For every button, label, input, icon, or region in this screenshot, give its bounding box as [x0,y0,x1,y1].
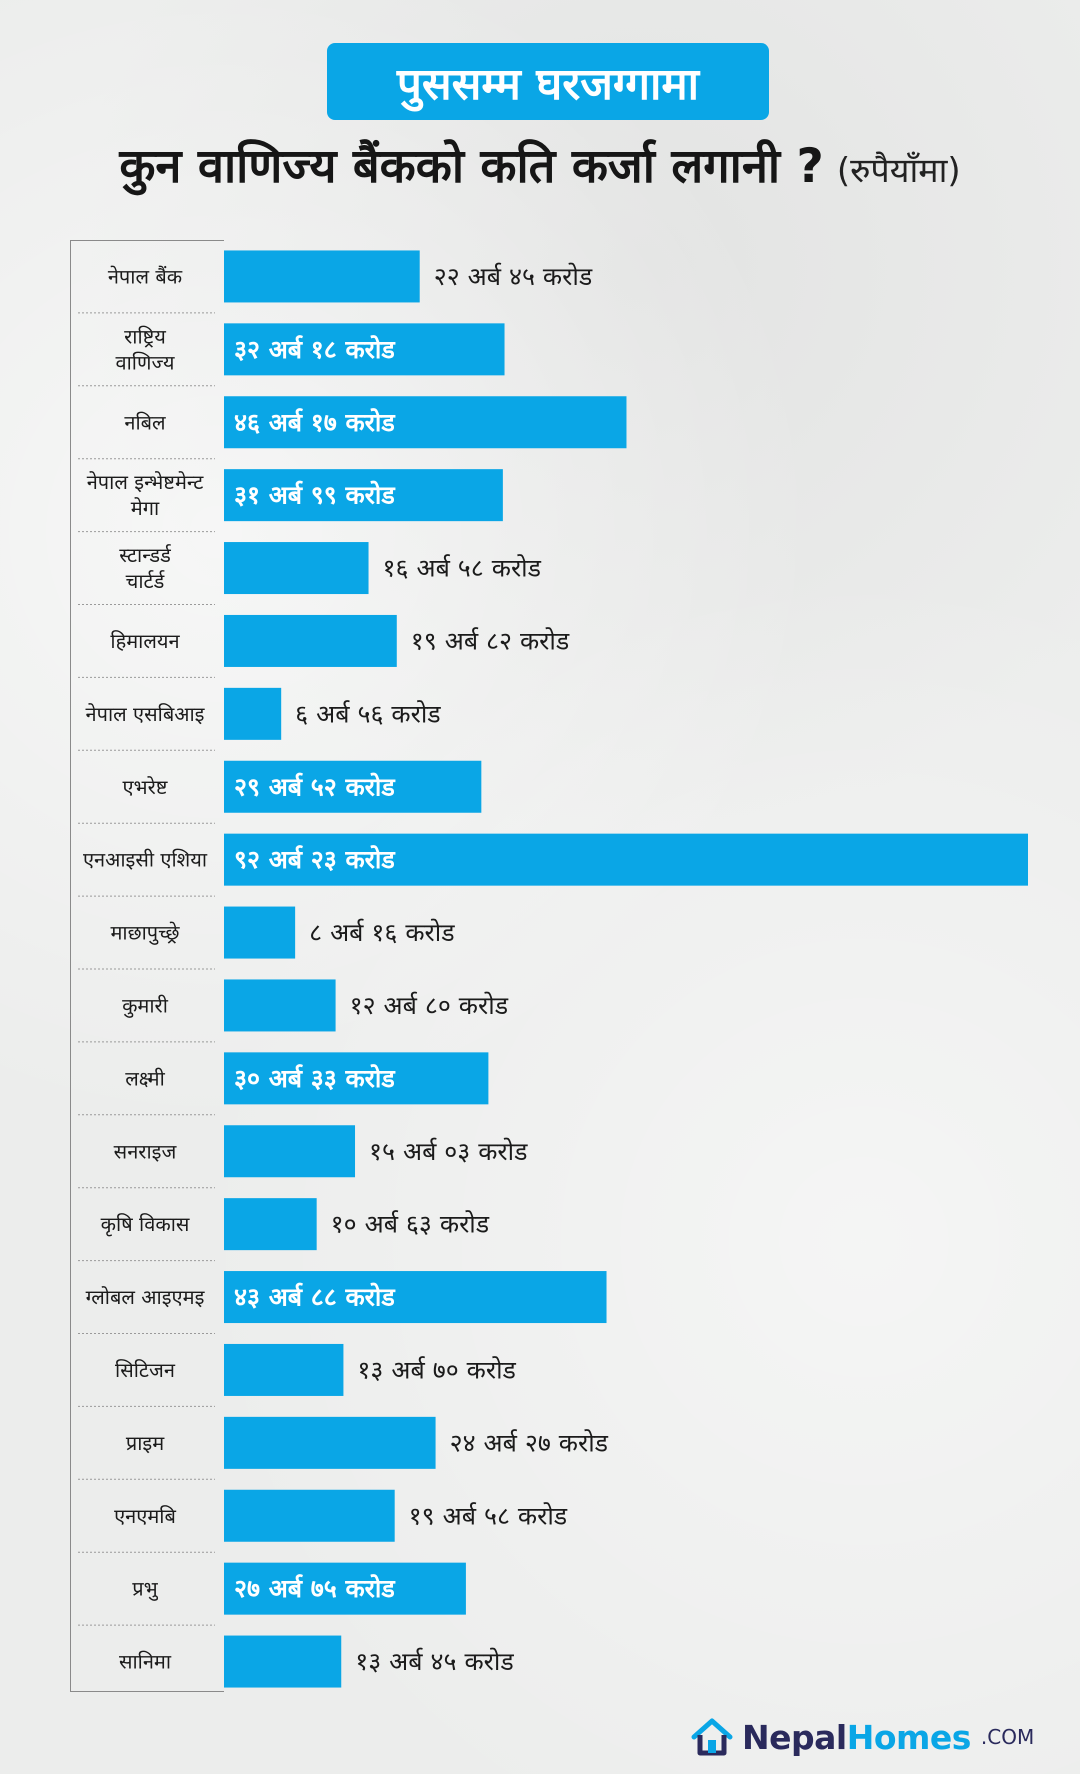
category-label: नेपाल एसबिआइ [86,702,206,726]
bar [224,1052,489,1105]
value-label: १५ अर्ब ०३ करोड [369,1137,528,1166]
value-label: ४३ अर्ब ८८ करोड [234,1283,396,1312]
category-frame [70,240,224,1692]
category-label: सनराइज [114,1139,178,1163]
bar [224,1562,466,1615]
value-label: ३२ अर्ब १८ करोड [234,335,396,364]
value-label: २७ अर्ब ७५ करोड [234,1574,396,1603]
chart-subtitle: कुन वाणिज्य बैंकको कति कर्जा लगानी ? [119,139,824,194]
value-label: १२ अर्ब ८० करोड [350,991,509,1020]
category-label: चार्टर्ड [126,569,166,593]
value-label: ३० अर्ब ३३ करोड [234,1064,396,1093]
brand-suffix: .COM [980,1725,1035,1749]
category-label: प्राइम [126,1431,165,1455]
category-label: सिटिजन [115,1358,176,1382]
bar [224,396,627,449]
value-label: २२ अर्ब ४५ करोड [434,262,593,291]
category-label: एभरेष्ट [123,775,168,799]
category-label: मेगा [131,496,160,520]
bar [224,906,296,959]
bar [224,1635,342,1688]
bar [224,1271,607,1324]
value-label: ९२ अर्ब २३ करोड [234,845,396,874]
value-label: १९ अर्ब ८२ करोड [411,626,570,655]
category-label: एनआइसी एशिया [83,848,208,872]
value-label: ३१ अर्ब ९९ करोड [234,481,396,510]
bar [224,469,503,522]
bar [224,687,282,740]
brand-name-part-a: Nepal [742,1717,847,1757]
category-label: लक्ष्मी [125,1066,165,1090]
category-label: नेपाल इन्भेष्टमेन्ट [87,470,205,494]
value-label: १६ अर्ब ५८ करोड [383,554,542,583]
bar [224,760,482,813]
value-label: १३ अर्ब ४५ करोड [355,1647,514,1676]
title-banner: पुससम्म घरजग्गामा [327,43,769,120]
category-label: नेपाल बैंक [108,264,183,288]
category-label: एनएमबि [114,1504,176,1528]
category-label: सानिमा [119,1650,172,1674]
value-label: ८ अर्ब १६ करोड [309,918,455,947]
brand-name-part-b: Homes [846,1717,972,1757]
value-label: १० अर्ब ६३ करोड [331,1210,490,1239]
bar [224,1489,395,1542]
category-label: वाणिज्य [116,350,175,374]
value-label: १९ अर्ब ५८ करोड [409,1501,568,1530]
house-icon [691,1718,733,1756]
value-label: २९ अर्ब ५२ करोड [234,772,396,801]
bar [224,833,1028,886]
bar [224,1416,436,1469]
category-label: कृषि विकास [101,1212,190,1237]
bar [224,542,369,595]
category-label: हिमालयन [110,629,180,653]
category-label: प्रभु [132,1577,158,1602]
bar [224,323,505,376]
unit-label: (रुपैयाँमा) [836,151,961,191]
value-label: १३ अर्ब ७० करोड [357,1355,516,1384]
category-label: माछापुच्छ्रे [110,921,180,946]
brand-logo[interactable]: NepalHomes .COM [690,1714,1034,1760]
page-title: पुससम्म घरजग्गामा [396,58,700,110]
category-label: स्टान्डर्ड [119,543,172,567]
bar [224,979,336,1032]
value-label: २४ अर्ब २७ करोड [450,1428,609,1457]
bar [224,614,397,667]
bar-chart: नेपाल बैंक २२ अर्ब ४५ करोड राष्ट्रियवाणिज्… [78,250,1028,1688]
bar [224,250,420,303]
category-label: राष्ट्रिय [124,324,166,348]
subtitle-line: कुन वाणिज्य बैंकको कति कर्जा लगानी ? (रु… [0,132,1080,196]
bar [224,1125,356,1178]
value-label: ४६ अर्ब १७ करोड [234,408,396,437]
bar [224,1343,344,1396]
brand-name: NepalHomes [742,1718,971,1757]
value-label: ६ अर्ब ५६ करोड [295,699,441,728]
category-label: ग्लोबल आइएमइ [86,1285,206,1309]
bar [224,1198,317,1251]
category-label: कुमारी [122,993,169,1018]
category-label: नबिल [124,410,166,434]
